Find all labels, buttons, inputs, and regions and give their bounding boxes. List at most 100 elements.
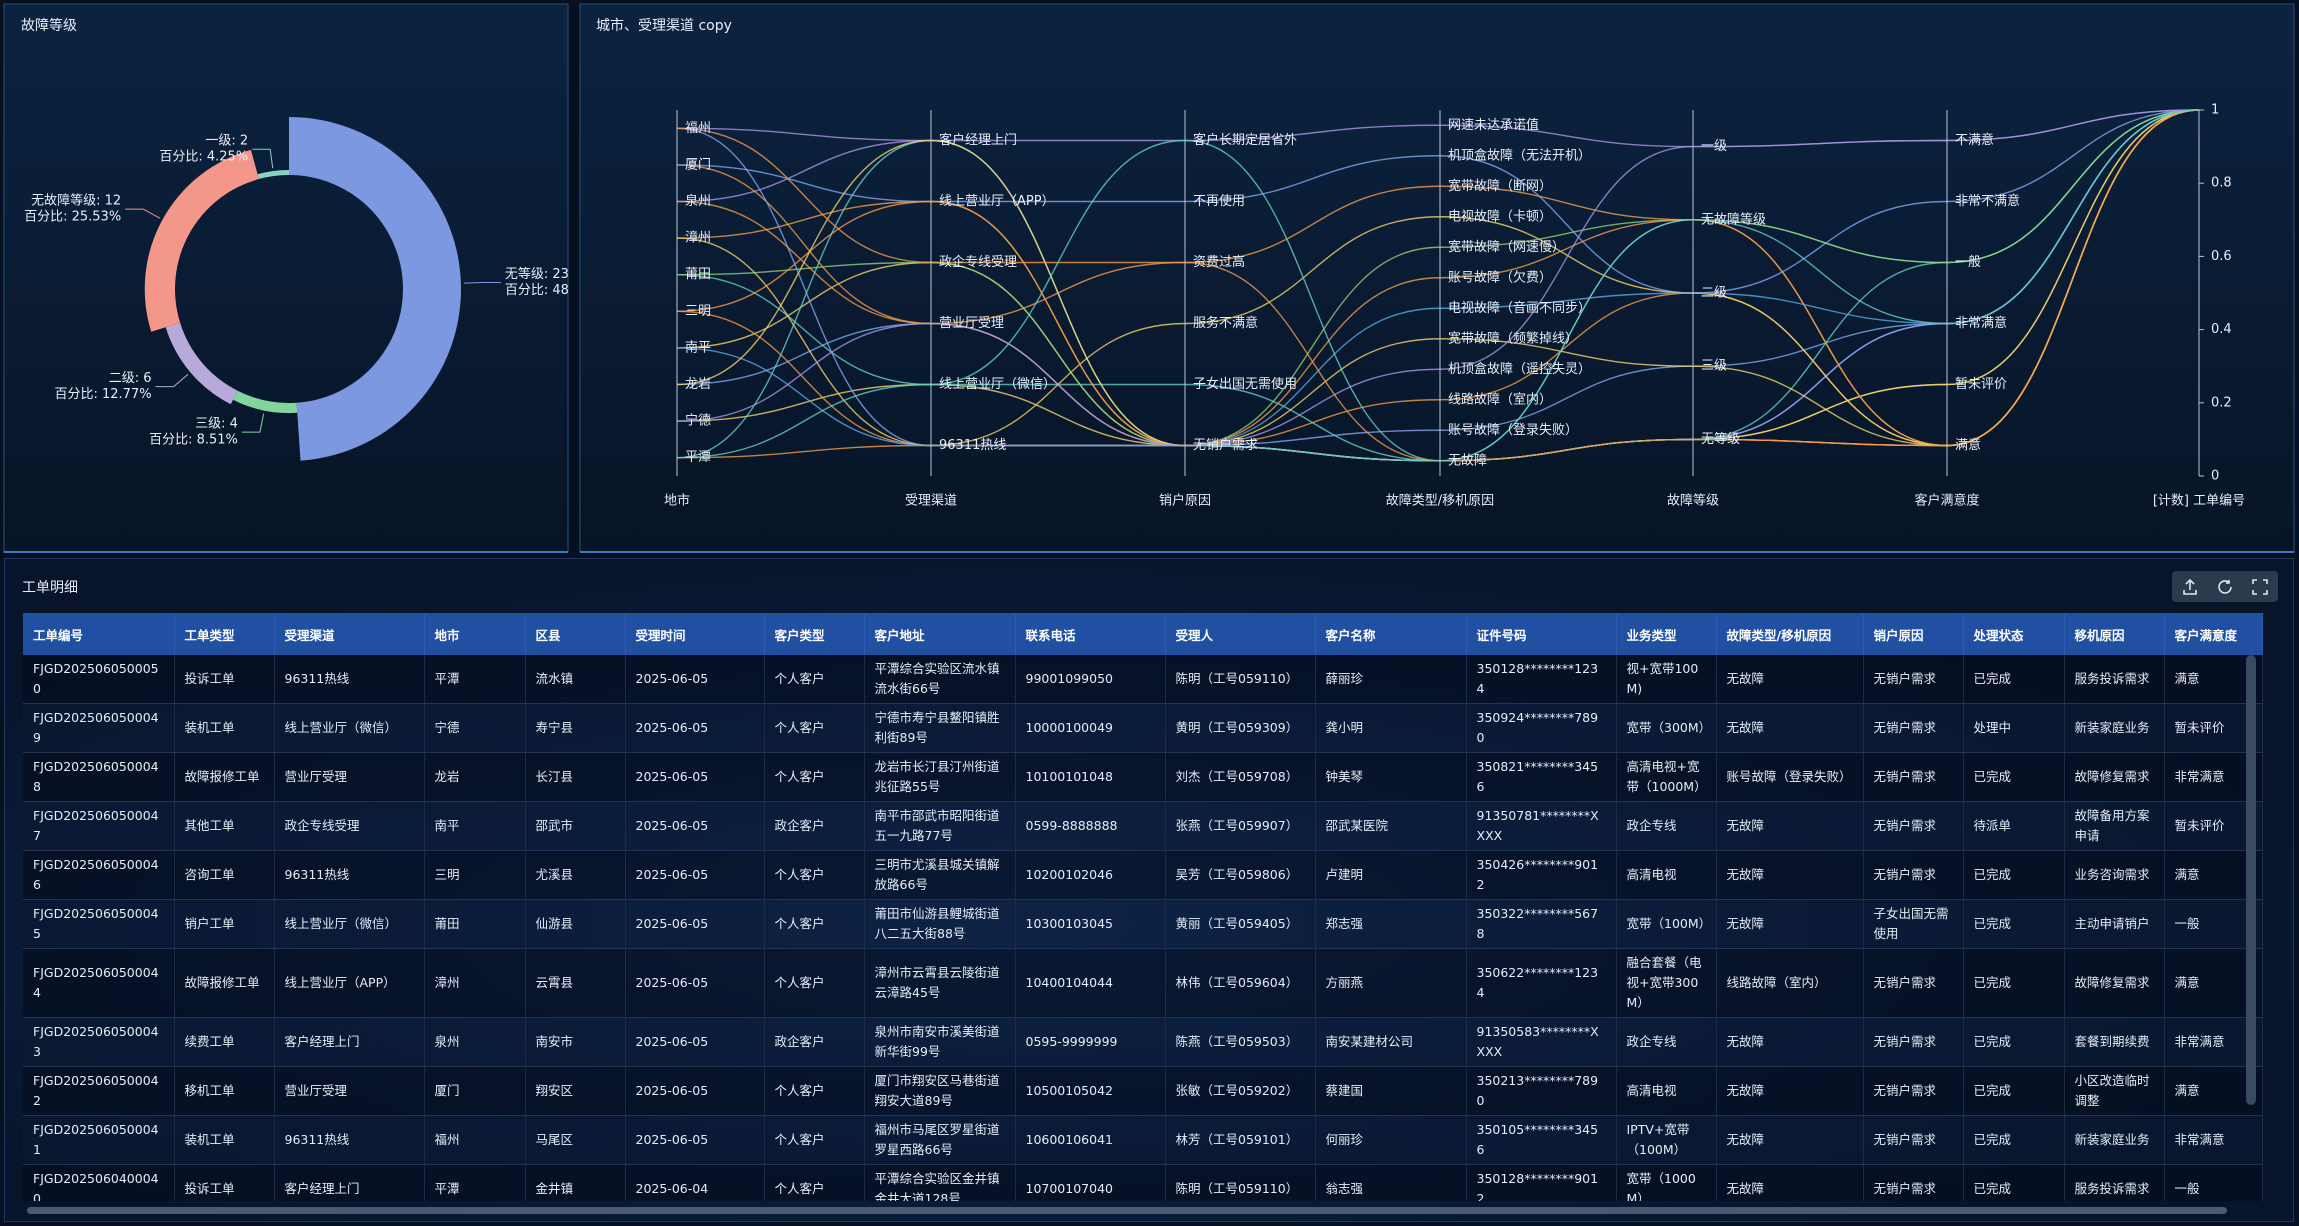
table-cell: 2025-06-05 bbox=[625, 1115, 765, 1165]
table-cell: 宽带（300M） bbox=[1616, 703, 1717, 753]
table-cell: 无销户需求 bbox=[1863, 1017, 1964, 1067]
table-cell: 翁志强 bbox=[1315, 1164, 1467, 1201]
table-cell: 已完成 bbox=[1963, 1164, 2065, 1201]
column-header: 联系电话 bbox=[1015, 613, 1166, 655]
table-cell: 装机工单 bbox=[174, 1115, 275, 1165]
category-label: 营业厅受理 bbox=[939, 316, 1004, 331]
table-cell: 无故障 bbox=[1716, 899, 1864, 949]
table-row: FJGD2025060500045 销户工单 线上营业厅（微信） 莆田 仙游县 2025-… bbox=[23, 899, 2263, 949]
table-cell: 96311热线 bbox=[274, 850, 425, 900]
table-cell: 翔安区 bbox=[525, 1066, 626, 1116]
table-row: FJGD2025060400040 投诉工单 客户经理上门 平潭 金井镇 2025-06-… bbox=[23, 1164, 2263, 1201]
table-cell: 仙游县 bbox=[525, 899, 626, 949]
refresh-button[interactable] bbox=[2216, 578, 2234, 596]
axis-name: 销户原因 bbox=[1159, 493, 1211, 509]
table-cell: 政企专线 bbox=[1616, 801, 1717, 851]
table-cell: 2025-06-05 bbox=[625, 1017, 765, 1067]
category-label: 非常满意 bbox=[1955, 315, 2007, 331]
table-cell: FJGD2025060500041 bbox=[23, 1115, 175, 1165]
table-cell: 客户经理上门 bbox=[274, 1164, 425, 1201]
table-cell: 陈燕（工号059503） bbox=[1165, 1017, 1316, 1067]
table-cell: 装机工单 bbox=[174, 703, 275, 753]
table-cell: IPTV+宽带（100M） bbox=[1616, 1115, 1717, 1165]
fullscreen-button[interactable] bbox=[2251, 578, 2269, 596]
table-wrap: 工单编号 工单类型 受理渠道 地市 区县 受理时间 客户类型 客户地址 联系电话 受理人 客户名称证… bbox=[23, 613, 2280, 1201]
category-label: 电视故障（音画不同步） bbox=[1448, 300, 1591, 316]
table-cell: 10400104044 bbox=[1015, 948, 1166, 1018]
table-cell: 邵武某医院 bbox=[1315, 801, 1467, 851]
panel bbox=[3, 3, 569, 553]
table-cell: FJGD2025060500049 bbox=[23, 703, 175, 753]
export-button[interactable] bbox=[2181, 578, 2199, 596]
category-label: 账号故障（欠费） bbox=[1448, 269, 1552, 285]
column-header: 工单类型 bbox=[174, 613, 275, 655]
category-label: 二级 bbox=[1701, 286, 1727, 301]
table-cell: FJGD2025060500047 bbox=[23, 801, 175, 851]
table-cell: 10500105042 bbox=[1015, 1066, 1166, 1116]
detail-panel: 工单明细 工单编号 工单类型 受理渠道 地市 区县 受理时间 客户类型 客户地址 联系电话 受理人… bbox=[4, 558, 2294, 1222]
category-label: 厦门 bbox=[685, 157, 711, 172]
table-cell: 小区改造临时调整 bbox=[2064, 1066, 2165, 1116]
percent-label: 百分比: 48 bbox=[505, 283, 569, 298]
table-cell: 南安某建材公司 bbox=[1315, 1017, 1467, 1067]
table-cell: 龙岩市长汀县汀州街道兆征路55号 bbox=[864, 752, 1016, 802]
table-cell: 金井镇 bbox=[525, 1164, 626, 1201]
table-cell: 福州市马尾区罗星街道罗星西路66号 bbox=[864, 1115, 1016, 1165]
category-label: 96311热线 bbox=[939, 438, 1006, 453]
label-line bbox=[241, 413, 265, 433]
table-cell: 平潭 bbox=[424, 1164, 526, 1201]
table-cell: 个人客户 bbox=[764, 655, 865, 704]
percent-label: 百分比: 12.77% bbox=[54, 387, 151, 402]
category-label: 无故障等级 bbox=[1701, 211, 1766, 227]
pie-slice bbox=[144, 149, 259, 332]
column-header: 客户地址 bbox=[864, 613, 1016, 655]
table-cell: 南平市邵武市昭阳街道五一九路77号 bbox=[864, 801, 1016, 851]
scrollbar[interactable] bbox=[27, 1207, 2227, 1214]
value-label: 一级: 2 bbox=[205, 134, 248, 149]
table-cell: 线上营业厅（APP） bbox=[274, 948, 425, 1018]
table-cell: 厦门 bbox=[424, 1066, 526, 1116]
axis-name: 客户满意度 bbox=[1914, 493, 1979, 509]
table-cell: 无销户需求 bbox=[1863, 948, 1964, 1018]
table-cell: 宽带（100M） bbox=[1616, 899, 1717, 949]
table-cell: 2025-06-05 bbox=[625, 1066, 765, 1116]
table-cell: 0599-8888888 bbox=[1015, 801, 1166, 851]
table-cell: 黄明（工号059309） bbox=[1165, 703, 1316, 753]
table-cell: 2025-06-05 bbox=[625, 703, 765, 753]
table-cell: 96311热线 bbox=[274, 655, 425, 704]
table-cell: 无故障 bbox=[1716, 1164, 1864, 1201]
table-cell: 张燕（工号059907） bbox=[1165, 801, 1316, 851]
table-cell: 莆田 bbox=[424, 899, 526, 949]
table-cell: 无故障 bbox=[1716, 655, 1864, 704]
table-cell: 91350583********XXXX bbox=[1466, 1017, 1617, 1067]
percent-label: 百分比: 4.25% bbox=[159, 150, 248, 165]
table-cell: 业务咨询需求 bbox=[2064, 850, 2165, 900]
table-cell: 2025-06-05 bbox=[625, 801, 765, 851]
label-line bbox=[252, 148, 274, 169]
table-cell: 漳州市云霄县云陵街道云漳路45号 bbox=[864, 948, 1016, 1018]
table-cell: 91350781********XXXX bbox=[1466, 801, 1617, 851]
table-cell: 无销户需求 bbox=[1863, 655, 1964, 704]
table-cell: 故障备用方案申请 bbox=[2064, 801, 2165, 851]
category-label: 客户长期定居省外 bbox=[1193, 132, 1297, 148]
table-cell: 故障报修工单 bbox=[174, 948, 275, 1018]
table-cell: 三明 bbox=[424, 850, 526, 900]
category-label: 福州 bbox=[685, 121, 711, 136]
table-cell: 卢建明 bbox=[1315, 850, 1467, 900]
table-row: FJGD2025060500046 咨询工单 96311热线 三明 尤溪县 2025-06… bbox=[23, 850, 2263, 900]
column-header: 受理渠道 bbox=[274, 613, 425, 655]
category-label: 非常不满意 bbox=[1955, 193, 2020, 209]
category-label: 暂未评价 bbox=[1955, 377, 2007, 392]
category-label: 一级 bbox=[1701, 139, 1727, 154]
table-cell: 个人客户 bbox=[764, 948, 865, 1018]
column-header: 工单编号 bbox=[23, 613, 175, 655]
table-cell: 福州 bbox=[424, 1115, 526, 1165]
scrollbar[interactable] bbox=[2246, 655, 2256, 1105]
table-cell: 个人客户 bbox=[764, 1066, 865, 1116]
category-label: 无故障 bbox=[1448, 453, 1487, 468]
table-cell: 已完成 bbox=[1963, 899, 2065, 949]
table-cell: 厦门市翔安区马巷街道翔安大道89号 bbox=[864, 1066, 1016, 1116]
table-cell: 营业厅受理 bbox=[274, 1066, 425, 1116]
table-cell: 处理中 bbox=[1963, 703, 2065, 753]
